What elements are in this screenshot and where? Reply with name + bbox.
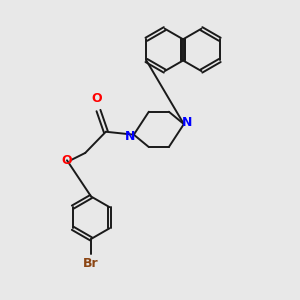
- Text: Br: Br: [83, 256, 99, 270]
- Text: O: O: [62, 154, 72, 167]
- Text: O: O: [92, 92, 102, 105]
- Text: N: N: [182, 116, 193, 129]
- Text: N: N: [125, 130, 136, 143]
